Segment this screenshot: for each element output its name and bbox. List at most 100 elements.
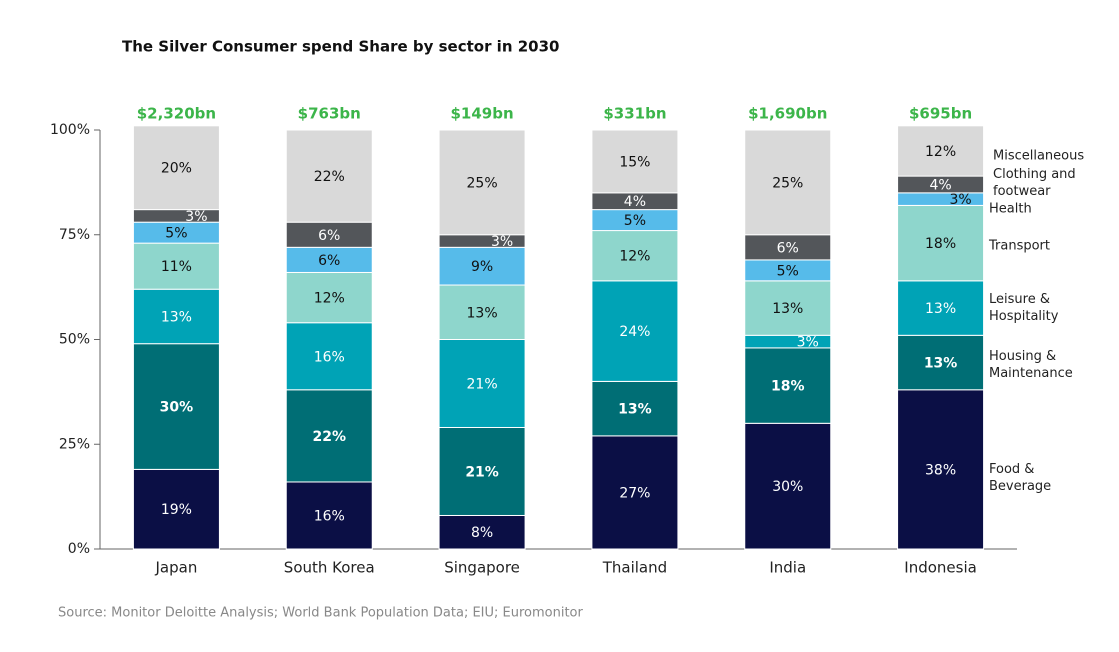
bar-segment [285,246,373,273]
segment-label: 21% [467,376,498,392]
segment-label: 13% [924,356,958,372]
bar-segment [438,284,526,340]
bar-segment [285,481,373,550]
x-tick-label: South Korea [284,559,375,577]
x-tick-label: Japan [154,559,197,577]
segment-label: 30% [772,479,803,495]
segment-label: 13% [772,301,803,317]
bar-segment [132,343,220,470]
segment-label: 3% [949,192,971,208]
segment-label: 11% [161,259,192,275]
bar-segment [744,347,832,424]
segment-label: 16% [314,508,345,524]
y-tick-label: 50% [59,332,90,348]
segment-label: 9% [471,259,493,275]
x-tick-label: Indonesia [904,559,977,577]
bar-segment [744,129,832,236]
x-tick-label: India [769,559,806,577]
total-label: $331bn [603,105,666,123]
y-tick-label: 100% [50,122,90,138]
x-tick-label: Thailand [602,559,667,577]
total-label: $763bn [298,105,361,123]
legend-label: Miscellaneous [993,148,1085,164]
segment-label: 4% [929,177,951,193]
segment-label: 15% [619,154,650,170]
y-tick-label: 75% [59,227,90,243]
segment-label: 18% [771,379,805,395]
segment-label: 12% [619,249,650,265]
bar-segment [744,280,832,336]
segment-label: 4% [624,194,646,210]
segment-label: 27% [619,485,650,501]
bar-segment [438,129,526,236]
segment-label: 6% [318,228,340,244]
bar-segment [438,426,526,516]
bar-segment [438,514,526,550]
total-label: $149bn [450,105,513,123]
bar-segment [285,271,373,324]
bar-segment [438,339,526,428]
bar-segment [744,422,832,550]
segment-label: 12% [314,291,345,307]
y-tick-label: 0% [68,541,90,557]
bar-segment [591,435,679,550]
total-label: $2,320bn [137,105,216,123]
segment-label: 13% [618,402,652,418]
total-label: $1,690bn [748,105,827,123]
bar-segment [897,280,985,336]
segment-label: 8% [471,525,493,541]
bar-segment [132,288,220,345]
segment-label: 13% [925,301,956,317]
segment-label: 19% [161,502,192,518]
segment-label: 20% [161,161,192,177]
x-tick-label: Singapore [444,559,520,577]
segment-label: 18% [925,236,956,252]
segment-label: 6% [777,240,799,256]
segment-label: 3% [185,209,207,225]
bar-segment [591,129,679,194]
segment-label: 22% [314,169,345,185]
bar-segment [285,129,373,223]
legend-label: Food & Beverage [989,462,1052,494]
bar-segment [897,389,985,550]
segment-label: 24% [619,324,650,340]
segment-label: 38% [925,462,956,478]
bar-segment [591,280,679,382]
source-note: Source: Monitor Deloitte Analysis; World… [58,606,584,621]
bar-segment [897,125,985,177]
segment-label: 6% [318,253,340,269]
segment-label: 5% [165,226,187,242]
segment-label: 13% [467,305,498,321]
segment-label: 3% [491,234,513,250]
bar-segment [285,389,373,483]
chart-title: The Silver Consumer spend Share by secto… [122,38,559,56]
legend-label: Leisure & Hospitality [989,292,1059,324]
total-label: $695bn [909,105,972,123]
bar-segment [438,246,526,286]
segment-label: 22% [312,429,346,445]
segment-label: 5% [624,213,646,229]
bar-segment [132,242,220,290]
legend-label: Clothing and footwear [993,167,1076,199]
bar-segment [132,125,220,211]
legend-label: Health [989,201,1032,217]
segment-label: 25% [772,175,803,191]
bar-segment [591,380,679,437]
legend-label: Housing & Maintenance [989,349,1073,381]
bar-segment [897,204,985,282]
segment-label: 3% [797,335,819,351]
bar-segment [285,322,373,391]
y-tick-label: 25% [59,436,90,452]
bar-segment [744,234,832,261]
segment-label: 25% [467,175,498,191]
segment-label: 12% [925,144,956,160]
segment-label: 5% [777,263,799,279]
segment-label: 21% [465,464,499,480]
legend-label: Transport [989,238,1051,254]
bar-segment [132,468,220,550]
segment-label: 30% [160,400,194,416]
segment-label: 16% [314,349,345,365]
